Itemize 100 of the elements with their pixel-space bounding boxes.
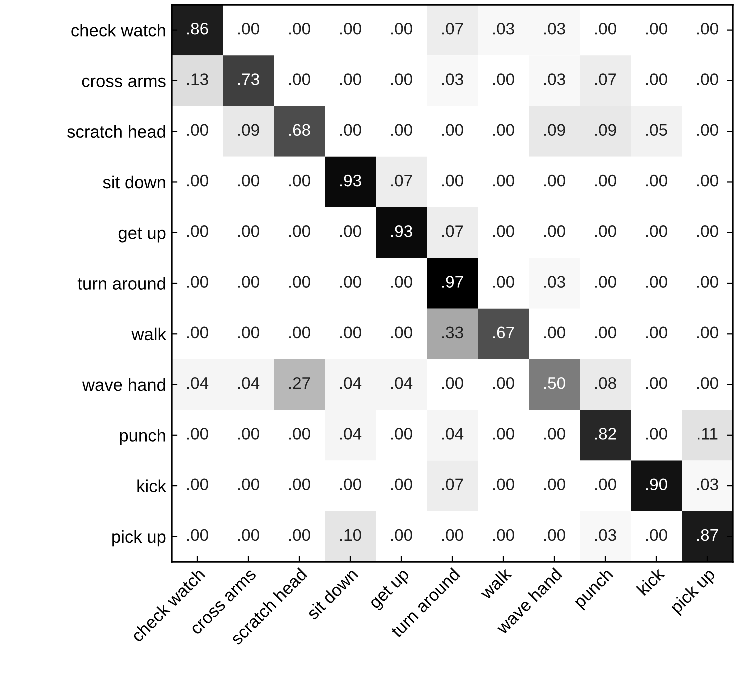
data-label: .04 [340, 428, 362, 440]
data-label: .00 [187, 428, 208, 440]
data-label: .00 [340, 124, 362, 136]
data-label: .00 [493, 529, 514, 542]
data-label: .00 [289, 74, 310, 86]
data-label: .04 [238, 377, 260, 390]
data-label: .00 [595, 22, 616, 35]
y-tick-label: check watch [72, 24, 166, 37]
data-label: .00 [646, 174, 668, 187]
data-label: .00 [544, 529, 566, 542]
data-label: .03 [595, 529, 616, 542]
data-label: .00 [646, 22, 668, 35]
data-label: .00 [340, 326, 362, 339]
data-label: .00 [493, 74, 514, 86]
data-label: .03 [544, 74, 566, 86]
data-label: .50 [544, 377, 566, 390]
data-label: .00 [646, 326, 668, 339]
data-label: .09 [595, 124, 616, 136]
data-label: .04 [340, 377, 362, 390]
data-label: .00 [595, 478, 616, 491]
data-label: .00 [544, 428, 566, 440]
data-label: .00 [442, 529, 464, 542]
data-label: .00 [187, 174, 208, 187]
data-label: .00 [697, 276, 718, 288]
data-label: .00 [697, 226, 718, 238]
data-label: .00 [493, 478, 514, 491]
data-label: .00 [187, 276, 208, 288]
data-label: .00 [340, 478, 362, 491]
data-label: .90 [646, 478, 668, 491]
y-tick-label: pick up [112, 530, 166, 547]
data-label: .00 [238, 276, 260, 288]
data-label: .00 [340, 74, 362, 86]
data-label: .00 [289, 174, 310, 187]
data-label: .03 [544, 22, 566, 35]
data-label: .00 [391, 529, 412, 542]
data-label: .67 [493, 326, 514, 339]
data-label: .03 [544, 276, 566, 288]
data-label: .00 [340, 22, 362, 35]
data-label: .00 [187, 326, 208, 339]
data-label: .00 [493, 428, 514, 440]
data-label: .00 [493, 124, 514, 136]
data-label: .82 [595, 428, 616, 440]
data-label: .00 [391, 478, 412, 491]
data-label: .09 [238, 124, 260, 136]
data-label: .00 [697, 124, 718, 136]
data-label: .33 [442, 326, 464, 339]
data-label: .00 [238, 529, 260, 542]
data-label: .09 [544, 124, 566, 136]
data-label: .00 [391, 74, 412, 86]
data-label: .68 [289, 124, 310, 136]
data-label: .00 [391, 22, 412, 35]
data-label: .04 [391, 377, 413, 390]
data-label: .97 [442, 276, 464, 288]
data-label: .00 [238, 174, 260, 187]
data-label: .00 [646, 276, 668, 288]
data-label: .00 [595, 276, 616, 288]
data-label: .00 [493, 174, 514, 187]
data-label: .00 [493, 276, 514, 288]
data-label: .00 [646, 377, 668, 390]
y-tick-label: wave hand [82, 378, 166, 392]
data-label: .00 [187, 478, 208, 491]
data-label: .00 [187, 529, 208, 542]
y-tick-label: get up [118, 228, 166, 243]
data-label: .00 [391, 326, 412, 339]
data-label: .00 [238, 428, 260, 440]
data-label: .00 [646, 226, 668, 238]
y-tick-label: sit down [103, 176, 166, 189]
data-label: .07 [391, 174, 412, 187]
data-label: .11 [698, 428, 718, 440]
data-label: .04 [442, 428, 464, 440]
data-label: .07 [442, 478, 464, 491]
data-label: .86 [187, 22, 208, 35]
data-label: .00 [493, 377, 514, 390]
data-label: .00 [289, 529, 310, 542]
data-label: .00 [289, 276, 310, 288]
data-label: .00 [493, 226, 514, 238]
data-label: .05 [646, 124, 668, 136]
data-label: .00 [289, 326, 310, 339]
data-label: .00 [544, 326, 566, 339]
y-tick-label: kick [138, 480, 166, 493]
data-label: .13 [187, 74, 208, 86]
data-label: .07 [442, 22, 464, 35]
data-label: .00 [340, 226, 362, 238]
data-label: .00 [391, 124, 412, 136]
data-label: .00 [238, 326, 260, 339]
data-label: .00 [595, 174, 616, 187]
data-label: .00 [697, 326, 718, 339]
data-label: .00 [646, 74, 668, 86]
data-label: .07 [442, 226, 464, 238]
data-label: .93 [391, 226, 412, 238]
x-tick-label: walk [478, 566, 513, 600]
data-label: .93 [340, 174, 362, 187]
data-label: .00 [697, 174, 718, 187]
data-label: .08 [595, 377, 616, 390]
data-label: .10 [340, 529, 362, 542]
data-label: .03 [697, 478, 718, 491]
y-tick-label: turn around [78, 277, 166, 290]
data-label: .00 [442, 174, 464, 187]
data-label: .00 [238, 22, 260, 35]
data-label: .00 [340, 276, 362, 288]
